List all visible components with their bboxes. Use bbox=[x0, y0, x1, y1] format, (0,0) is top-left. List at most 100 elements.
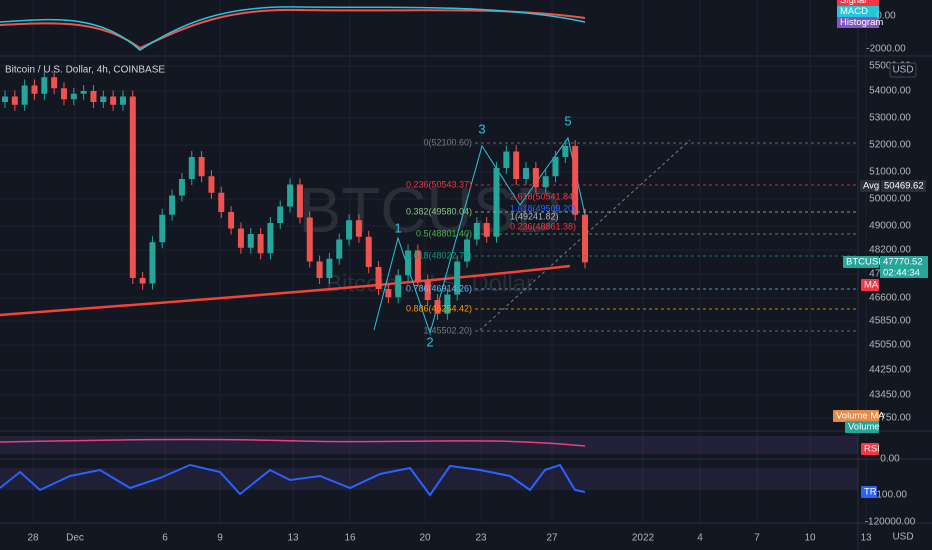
candle bbox=[41, 77, 48, 94]
tr-tick-label: -120000.00 bbox=[865, 517, 916, 528]
unit-box bbox=[889, 62, 917, 78]
candle bbox=[80, 91, 87, 94]
candle bbox=[532, 168, 539, 188]
macd-signal bbox=[0, 8, 586, 50]
chart-title: Bitcoin / U.S. Dollar, 4h, COINBASE bbox=[5, 65, 165, 76]
countdown: 02:44:34 bbox=[883, 268, 920, 279]
candle bbox=[523, 168, 530, 179]
last-price: 47770.52 bbox=[883, 257, 923, 268]
candle bbox=[542, 176, 549, 188]
candle bbox=[493, 168, 500, 237]
candle bbox=[277, 206, 284, 223]
price-tick-label: 45850.00 bbox=[869, 316, 911, 327]
price-tag bbox=[833, 410, 879, 422]
candle bbox=[237, 228, 244, 248]
candle bbox=[473, 223, 480, 240]
price-tick-label: 45050.00 bbox=[869, 340, 911, 351]
candle bbox=[316, 261, 323, 278]
fib-label: 0.236(50543.37) bbox=[406, 179, 472, 189]
candle bbox=[326, 258, 333, 278]
price-tag-label: RSI bbox=[864, 444, 880, 455]
price-tag bbox=[843, 256, 879, 268]
macd-tick-label: 0.00 bbox=[876, 11, 896, 22]
time-tick-label: 13 bbox=[860, 533, 872, 544]
candle bbox=[21, 85, 28, 105]
price-tag-label: BTCUSD bbox=[846, 257, 885, 268]
price-tag-label: MA bbox=[864, 280, 879, 291]
time-tick-label: 7 bbox=[754, 533, 760, 544]
candle bbox=[572, 146, 579, 215]
candle bbox=[582, 214, 588, 263]
trend-line bbox=[479, 139, 691, 331]
time-tick-label: 27 bbox=[546, 533, 558, 544]
tr-unit: USD bbox=[892, 532, 913, 543]
candle bbox=[257, 234, 264, 254]
candle bbox=[100, 96, 107, 102]
price-tick-label: 42750.00 bbox=[869, 413, 911, 424]
fib-ext-label: 1.618(49509.20) bbox=[510, 203, 576, 213]
price-tick-label: 43450.00 bbox=[869, 390, 911, 401]
candle bbox=[267, 223, 274, 254]
price-tick-label: 53000.00 bbox=[869, 113, 911, 124]
time-tick-label: 2022 bbox=[632, 533, 655, 544]
candle bbox=[218, 192, 225, 212]
time-tick-label: 6 bbox=[162, 533, 168, 544]
macd-tick-label: -2000.00 bbox=[866, 44, 906, 55]
wave-label: 1 bbox=[394, 220, 401, 235]
candle bbox=[149, 242, 156, 284]
candle bbox=[513, 151, 520, 179]
candle bbox=[562, 146, 569, 157]
ma-line bbox=[0, 264, 571, 317]
time-tick-label: 9 bbox=[217, 533, 223, 544]
time-tick-label: Dec bbox=[66, 533, 84, 544]
price-tag-label: Volume MA bbox=[836, 411, 885, 422]
legend-label: MACD bbox=[840, 6, 868, 17]
price-tick-label: 50000.00 bbox=[869, 194, 911, 205]
fib-label: 0.786(46914.26) bbox=[406, 283, 472, 293]
candle bbox=[395, 275, 402, 298]
tr-tick-label: 0.00 bbox=[880, 454, 900, 465]
price-tick-label: 48200.00 bbox=[869, 245, 911, 256]
fib-label: 0.382(49580.04) bbox=[406, 206, 472, 216]
price-tick-label: 52000.00 bbox=[869, 140, 911, 151]
macd-line bbox=[0, 6, 586, 51]
candle bbox=[228, 212, 235, 229]
candle bbox=[483, 223, 490, 237]
candle bbox=[60, 88, 67, 100]
time-tick-label: 13 bbox=[287, 533, 299, 544]
candle bbox=[385, 289, 392, 298]
candle bbox=[178, 179, 185, 196]
tr-line bbox=[0, 463, 586, 497]
candle bbox=[11, 96, 18, 105]
candle bbox=[139, 278, 146, 284]
candle bbox=[414, 250, 421, 281]
legend-tag bbox=[837, 6, 879, 17]
time-tick-label: 23 bbox=[475, 533, 487, 544]
candle bbox=[355, 220, 362, 237]
candle bbox=[208, 176, 215, 193]
rsi-band bbox=[0, 436, 858, 454]
candle bbox=[375, 267, 382, 289]
price-tag bbox=[861, 279, 879, 291]
candle bbox=[129, 96, 136, 278]
fib-label: 0(52100.60) bbox=[423, 137, 472, 147]
wave-label: 2 bbox=[426, 334, 433, 349]
rsi-line bbox=[0, 438, 586, 447]
last-price-box bbox=[880, 256, 928, 278]
fib-ext-label: 2.618(50541.84) bbox=[510, 191, 576, 201]
time-tick-label: 16 bbox=[344, 533, 356, 544]
fib-label: 1(45502.20) bbox=[423, 325, 472, 335]
wave-label: 3 bbox=[478, 121, 485, 136]
candle bbox=[464, 239, 471, 262]
candle bbox=[119, 96, 126, 105]
price-tick-label: 46600.00 bbox=[869, 293, 911, 304]
fib-ext-label: 0.236(48861.38) bbox=[510, 221, 576, 231]
time-tick-label: 4 bbox=[697, 533, 703, 544]
candle bbox=[287, 184, 294, 207]
candle bbox=[365, 236, 372, 267]
marks bbox=[2, 71, 588, 320]
fib-label: 0.5(48801.40) bbox=[416, 228, 472, 238]
time-tick-label: 20 bbox=[419, 533, 431, 544]
candle bbox=[51, 77, 58, 89]
